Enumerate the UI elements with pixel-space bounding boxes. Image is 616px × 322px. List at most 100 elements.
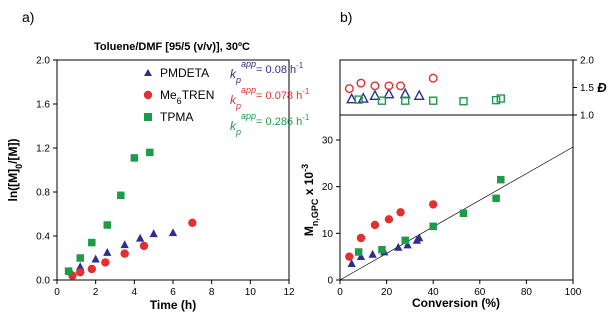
panel-a-y-axis-label: ln([M]0/[M])	[6, 139, 24, 202]
data-point-tpma	[103, 221, 112, 229]
kp-annotation-me6tren: kpapp= 0.078 h-1	[230, 85, 310, 111]
panel-b-dispersity-points	[344, 73, 505, 106]
data-point-pmdeta	[356, 252, 366, 261]
data-point-tpma	[146, 148, 154, 157]
panel-b-dispersity-ticks: 1.0 1.5 2.0	[573, 56, 594, 122]
data-point-me6tren	[101, 258, 110, 267]
y-tick-label: 30	[322, 136, 334, 147]
panel-a-rate-constants: kpapp= 0.08 h-1 kpapp= 0.078 h-1 kpapp= …	[230, 59, 310, 137]
x-tick-label: 12	[283, 287, 295, 298]
dispersity-point-tpma	[491, 95, 501, 105]
data-point-pmdeta	[347, 259, 356, 268]
dispersity-point-pmdeta	[383, 87, 395, 99]
dispersity-point-tpma	[459, 97, 468, 106]
data-point-tpma	[429, 222, 437, 231]
dispersity-tick-label: 1.0	[580, 111, 594, 122]
dispersity-point-pmdeta	[346, 92, 358, 104]
data-point-pmdeta	[91, 254, 100, 263]
x-tick-label: 20	[381, 287, 393, 298]
dispersity-point-tpma	[496, 94, 505, 103]
y-tick-label: 1.2	[36, 144, 50, 155]
panel-a: a) Toluene/DMF [95/5 (v/v)], 30ºC 0 2 4 6 8 1…	[6, 9, 310, 312]
data-point-pmdeta	[415, 233, 424, 242]
data-point-tpma	[459, 209, 468, 218]
data-point-me6tren	[76, 268, 85, 277]
x-tick-label: 60	[474, 287, 486, 298]
y-tick-label: 0.8	[36, 188, 50, 199]
legend-label-me6tren: Me6TREN	[160, 88, 214, 106]
dispersity-point-me6tren	[356, 78, 366, 88]
dispersity-point-me6tren	[384, 81, 394, 91]
data-point-tpma	[492, 194, 500, 203]
data-point-tpma	[130, 154, 139, 162]
legend-marker-pmdeta	[144, 69, 152, 76]
x-tick-label: 0	[337, 287, 343, 298]
panel-a-title: Toluene/DMF [95/5 (v/v)], 30ºC	[94, 41, 250, 53]
panel-a-y-ticks: 0.0 0.4 0.8 1.2 1.6 2.0	[36, 56, 57, 287]
data-point-tpma	[378, 245, 386, 254]
legend-label-tpma: TPMA	[160, 110, 193, 124]
panel-b-data-points	[345, 175, 505, 268]
x-tick-label: 100	[565, 287, 582, 298]
kp-annotation-pmdeta: kpapp= 0.08 h-1	[230, 59, 304, 85]
panel-b-y-axis-label: Mn,GPC x 10-3	[300, 164, 320, 236]
panel-b-x-ticks: 0 20 40 60 80 100	[337, 280, 582, 298]
legend-entry-tpma: TPMA	[144, 110, 193, 124]
legend-entry-me6tren: Me6TREN	[143, 88, 214, 106]
x-tick-label: 10	[245, 287, 257, 298]
panel-b-x-axis-label: Conversion (%)	[412, 296, 500, 310]
dispersity-tick-label: 2.0	[580, 56, 594, 67]
y-tick-label: 2.0	[36, 56, 50, 67]
data-point-tpma	[117, 191, 125, 200]
legend-marker-me6tren	[143, 90, 153, 100]
dispersity-point-pmdeta	[357, 92, 369, 103]
data-point-pmdeta	[168, 228, 178, 237]
y-tick-label: 10	[322, 229, 334, 240]
data-point-pmdeta	[103, 248, 112, 256]
kp-annotation-tpma: kpapp= 0.286 h-1	[230, 111, 310, 137]
dispersity-point-pmdeta	[413, 89, 425, 101]
legend-entry-pmdeta: PMDETA	[144, 66, 209, 80]
panel-b-plot-frame	[339, 59, 574, 281]
panel-b: b) 0 20 40 60 80 100 0 10 20 30 1.0 1.5 2.0 Conver…	[300, 9, 607, 310]
data-point-tpma	[354, 248, 363, 256]
x-tick-label: 2	[93, 287, 99, 298]
data-point-pmdeta	[394, 242, 403, 251]
dispersity-point-me6tren	[370, 81, 380, 91]
data-point-me6tren	[188, 218, 197, 227]
y-tick-label: 0.0	[36, 276, 50, 287]
data-point-pmdeta	[149, 229, 158, 238]
data-point-pmdeta	[120, 240, 129, 249]
dispersity-tick-label: 1.5	[580, 83, 594, 94]
dispersity-point-me6tren	[396, 81, 406, 91]
dispersity-point-pmdeta	[399, 87, 411, 99]
data-point-me6tren	[139, 241, 149, 251]
y-tick-label: 0.4	[36, 232, 50, 243]
dispersity-point-pmdeta	[369, 89, 381, 101]
data-point-me6tren	[429, 200, 438, 209]
data-point-me6tren	[356, 233, 366, 243]
x-tick-label: 80	[521, 287, 533, 298]
x-tick-label: 0	[54, 287, 60, 298]
dispersity-point-me6tren	[428, 73, 438, 83]
data-point-me6tren	[120, 249, 129, 258]
panel-b-dispersity-axis-label: Đ	[597, 80, 607, 95]
x-tick-label: 8	[209, 287, 215, 298]
panel-a-x-ticks: 0 2 4 6 8 10 12	[54, 280, 295, 298]
dispersity-point-tpma	[354, 95, 363, 104]
dispersity-point-tpma	[401, 96, 410, 105]
legend-label-pmdeta: PMDETA	[160, 66, 209, 80]
y-tick-label: 20	[322, 182, 334, 193]
data-point-tpma	[88, 238, 96, 247]
dispersity-point-tpma	[429, 96, 438, 105]
data-point-tpma	[76, 254, 84, 262]
data-point-me6tren	[370, 220, 380, 230]
panel-b-y-ticks: 0 10 20 30	[322, 136, 340, 287]
x-tick-label: 6	[170, 287, 176, 298]
data-point-pmdeta	[136, 233, 145, 242]
panel-a-legend: PMDETA Me6TREN TPMA	[143, 66, 214, 124]
data-point-pmdeta	[76, 262, 85, 271]
dispersity-point-me6tren	[344, 84, 354, 94]
data-point-me6tren	[384, 215, 394, 224]
